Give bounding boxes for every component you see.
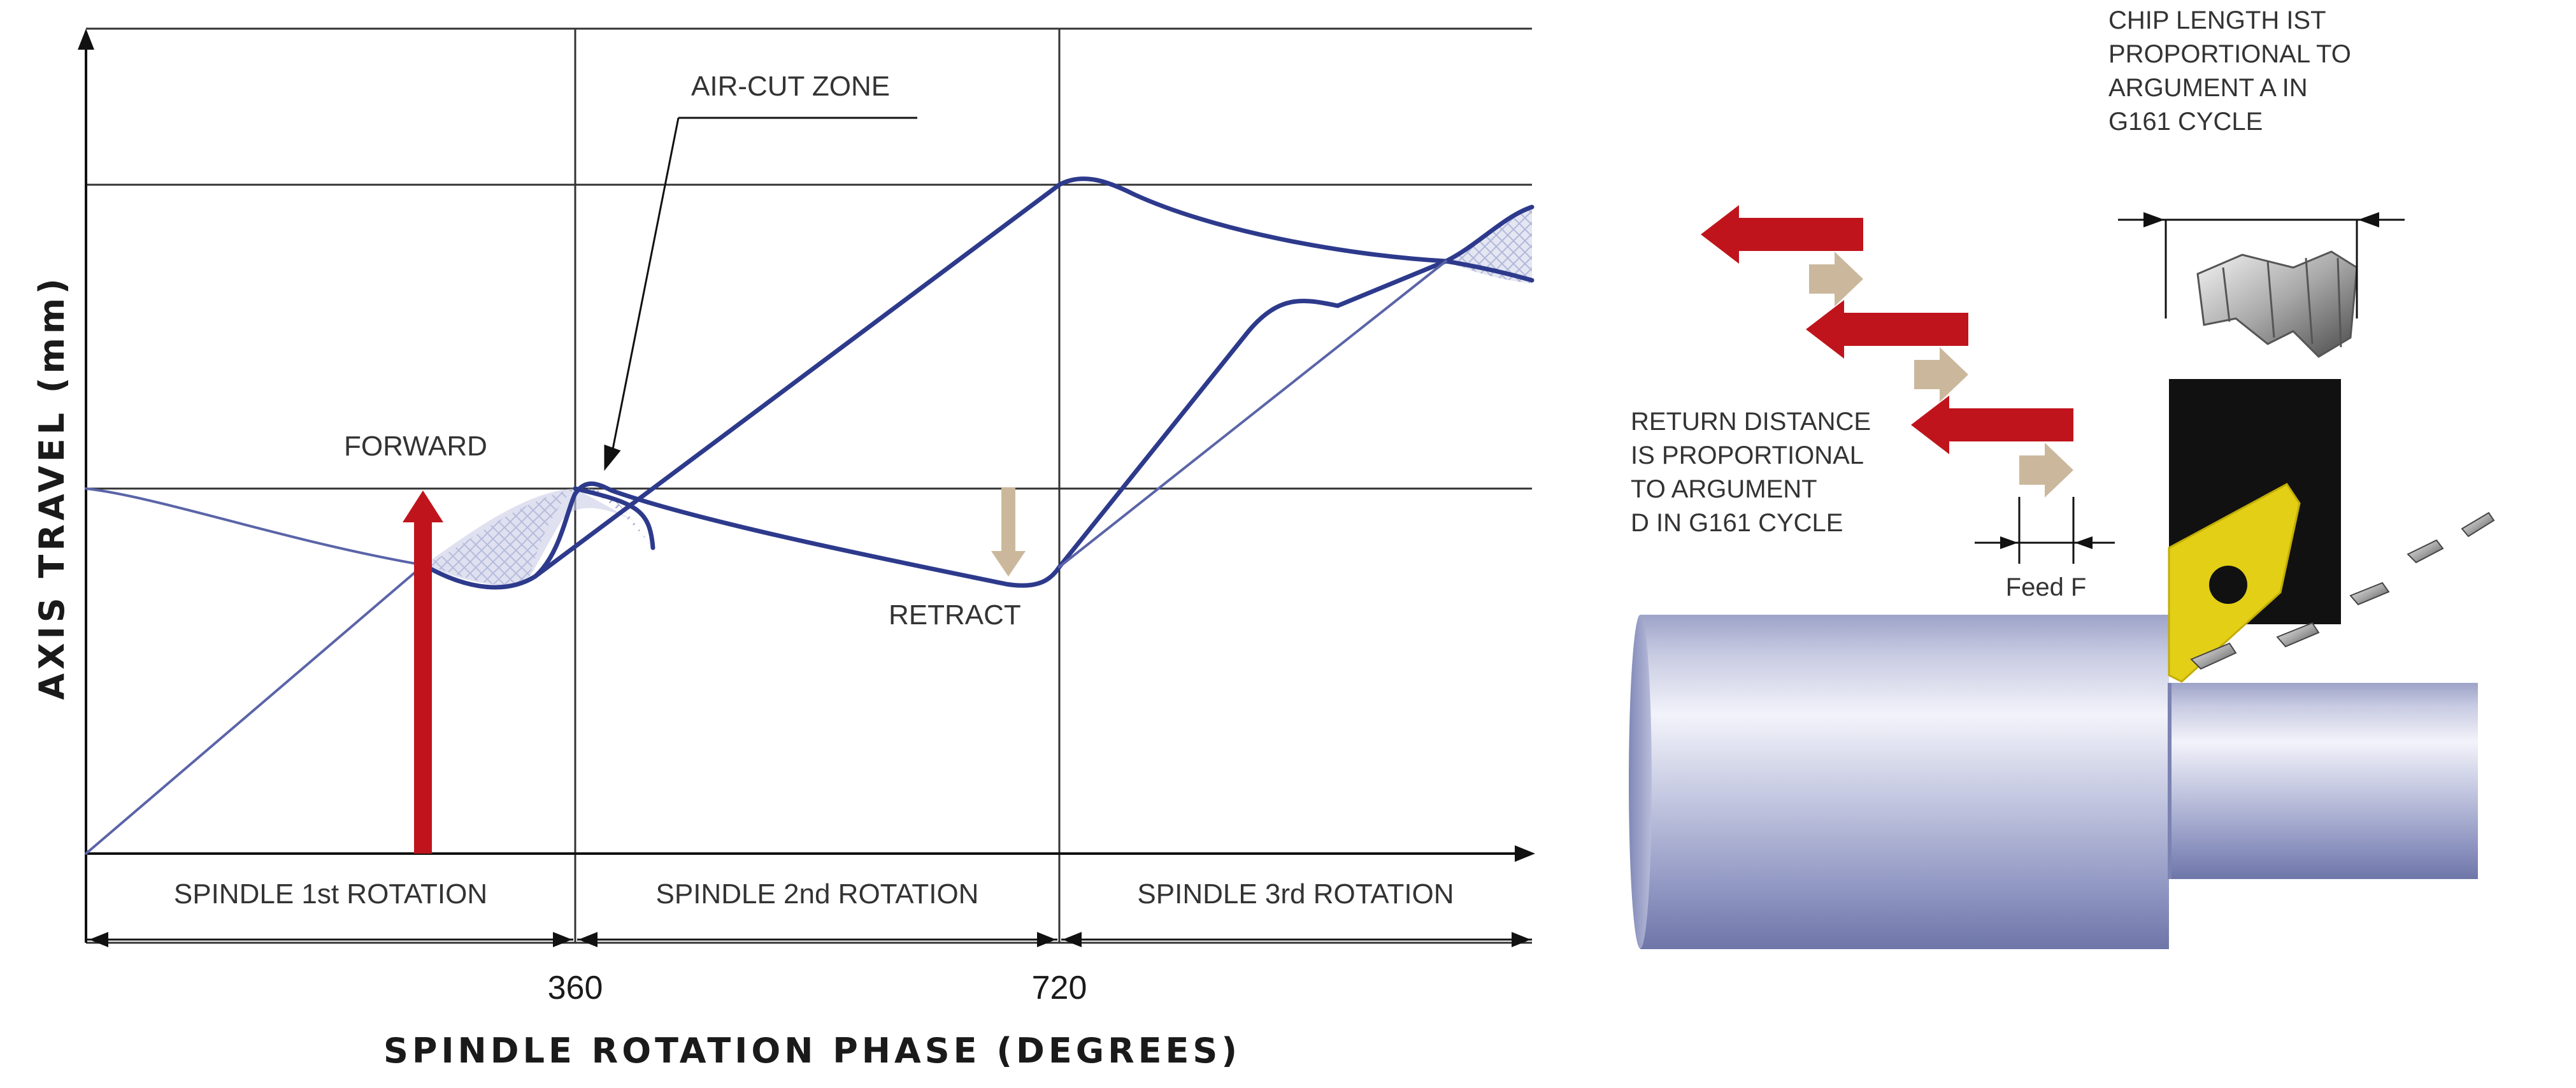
- insert-screw-hole: [2209, 566, 2247, 604]
- curve-return-1: [573, 486, 655, 550]
- workpiece: [1629, 615, 2478, 949]
- forward-arrow: [403, 490, 443, 854]
- turning-illustration: CHIP LENGTH IST PROPORTIONAL TO ARGUMENT…: [1629, 6, 2495, 949]
- curve-rising-2: [1058, 260, 1447, 568]
- feed-dimension: [1975, 497, 2115, 564]
- curve-cutting-path: [421, 204, 1535, 590]
- return-distance-note-line-1: RETURN DISTANCE: [1631, 408, 1871, 436]
- y-axis-label: AXIS TRAVEL (mm): [32, 275, 72, 700]
- air-cut-hatch: [424, 207, 1532, 586]
- chip-length-note-line-3: ARGUMENT A IN: [2108, 74, 2308, 102]
- cutting-tool: [2168, 379, 2341, 683]
- return-distance-note-line-4: D IN G161 CYCLE: [1631, 509, 1843, 537]
- chip-length-note-line-4: G161 CYCLE: [2108, 108, 2263, 136]
- curve-start-diagonal: [85, 564, 425, 855]
- flying-chips: [2190, 512, 2495, 670]
- chip-length-note-line-2: PROPORTIONAL TO: [2108, 40, 2351, 68]
- tool-path-curves: [85, 176, 1535, 855]
- air-cut-zone-label: AIR-CUT ZONE: [691, 71, 890, 102]
- curve-rising-1: [533, 176, 1535, 579]
- retract-label: RETRACT: [889, 599, 1021, 631]
- forward-label: FORWARD: [344, 431, 487, 462]
- phase-label-1: SPINDLE 1st ROTATION: [174, 878, 487, 910]
- tick-label-720: 720: [1032, 970, 1087, 1006]
- return-distance-note-line-2: IS PROPORTIONAL: [1631, 441, 1863, 469]
- chart-grid: [86, 27, 1532, 944]
- phase-label-3: SPINDLE 3rd ROTATION: [1137, 878, 1454, 910]
- x-axis-label: SPINDLE ROTATION PHASE (DEGREES): [383, 1031, 1241, 1071]
- chart-axes: [78, 29, 1535, 943]
- chip-detail: [2196, 250, 2358, 358]
- chip-length-note: CHIP LENGTH IST PROPORTIONAL TO ARGUMENT…: [2108, 6, 2358, 136]
- retract-arrow: [991, 487, 1026, 576]
- chip-length-note-line-1: CHIP LENGTH IST: [2108, 6, 2326, 34]
- curve-rotation-1-thin: [85, 487, 425, 566]
- forward-feed-arrows: [1701, 205, 2073, 454]
- feed-label: Feed F: [2006, 573, 2087, 601]
- return-distance-note: RETURN DISTANCE IS PROPORTIONAL TO ARGUM…: [1631, 408, 1878, 537]
- phase-dimension-lines: [86, 932, 1532, 947]
- travel-phase-chart: AIR-CUT ZONE FORWARD RETRACT SPINDLE 1st…: [32, 27, 1535, 1071]
- tick-label-360: 360: [548, 970, 603, 1006]
- return-distance-note-line-3: TO ARGUMENT: [1631, 475, 1817, 503]
- retract-arrows: [1809, 252, 2073, 497]
- phase-label-2: SPINDLE 2nd ROTATION: [656, 878, 979, 910]
- air-cut-pointer: [604, 117, 917, 471]
- chip-length-dimension: [2118, 212, 2405, 319]
